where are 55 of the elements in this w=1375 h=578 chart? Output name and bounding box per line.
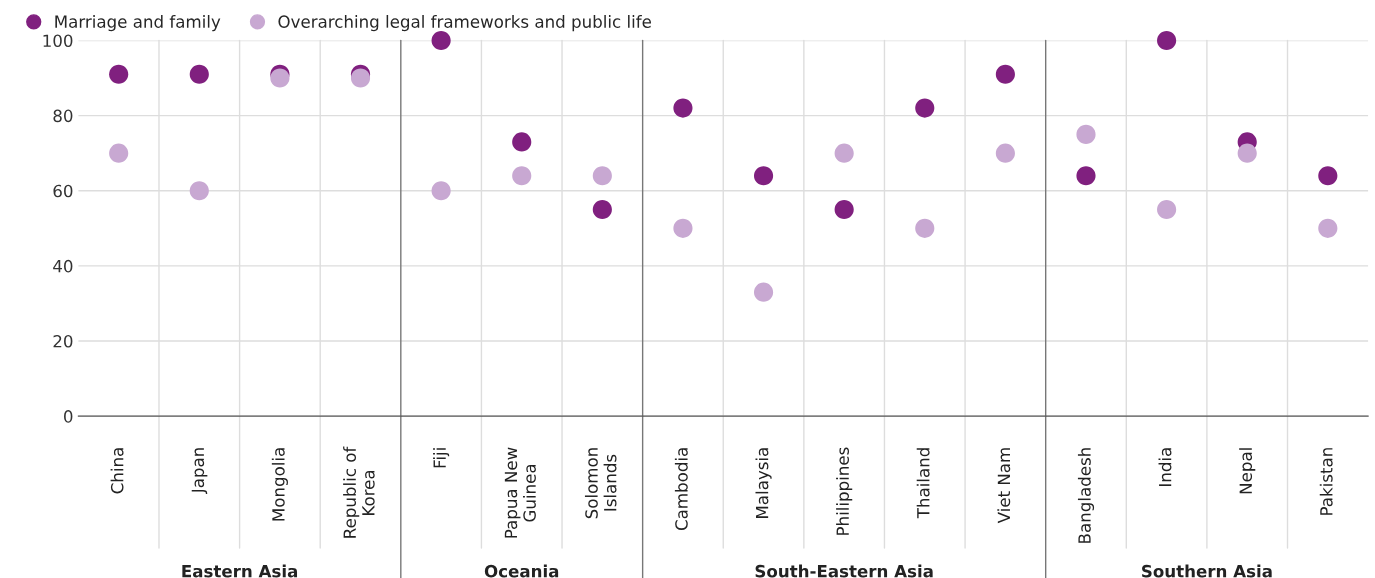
x-tick-label: Cambodia: [674, 448, 688, 531]
point: [915, 218, 935, 238]
legend-label: Marriage and family: [55, 15, 221, 32]
point: [431, 30, 451, 51]
x-tick-label: Malaysia: [755, 448, 772, 518]
point: [1076, 166, 1096, 186]
x-tick-label: Viet Nam: [997, 448, 1011, 524]
y-tick-label: 60: [53, 184, 73, 198]
x-tick-label: Republic of Korea: [343, 446, 375, 538]
y-tick-label: 100: [43, 34, 73, 48]
point: [109, 143, 129, 163]
point: [1318, 166, 1338, 186]
point: [753, 282, 774, 302]
point: [834, 199, 854, 220]
x-axis-title: Oceania: [484, 564, 559, 578]
x-axis-title: Eastern Asia: [182, 564, 298, 578]
x-tick-label: Bangladesh: [1077, 448, 1095, 543]
point: [189, 181, 209, 201]
point: [512, 132, 532, 152]
point: [753, 166, 774, 186]
x-axis-title: Southern Asia: [1142, 564, 1272, 578]
x-axis-title: South-Eastern Asia: [755, 564, 933, 578]
point: [1076, 124, 1096, 144]
x-tick-label: Solomon Islands: [584, 448, 617, 519]
point: [1237, 143, 1257, 163]
point: [592, 166, 612, 186]
point: [592, 199, 612, 220]
y-tick-label: 20: [53, 334, 73, 348]
point: [995, 64, 1015, 84]
x-tick-label: Mongolia: [271, 448, 288, 521]
point: [1157, 199, 1177, 220]
x-tick-label: India: [1158, 448, 1172, 486]
x-tick-label: China: [110, 448, 124, 494]
point: [189, 64, 209, 84]
x-tick-label: Nepal: [1239, 448, 1256, 494]
x-tick-label: Papua New Guinea: [504, 447, 536, 538]
y-tick-label: 40: [53, 259, 73, 273]
x-tick-label: Pakistan: [1319, 448, 1333, 515]
point: [431, 181, 451, 201]
point: [1157, 30, 1177, 51]
point: [512, 166, 532, 186]
x-tick-label: Thailand: [916, 448, 930, 519]
point: [834, 143, 854, 163]
point: [673, 98, 693, 118]
x-tick-label: Philippines: [836, 447, 853, 535]
y-tick-label: 0: [64, 410, 73, 423]
point: [673, 218, 693, 238]
point: [915, 98, 935, 118]
legend-label: Overarching legal frameworks and public life: [278, 15, 651, 32]
x-tick-label: Fiji: [433, 448, 450, 468]
point: [995, 143, 1015, 163]
point: [109, 64, 129, 84]
y-tick-label: 80: [53, 109, 73, 123]
x-tick-label: Japan: [191, 448, 208, 495]
point: [1318, 218, 1338, 238]
